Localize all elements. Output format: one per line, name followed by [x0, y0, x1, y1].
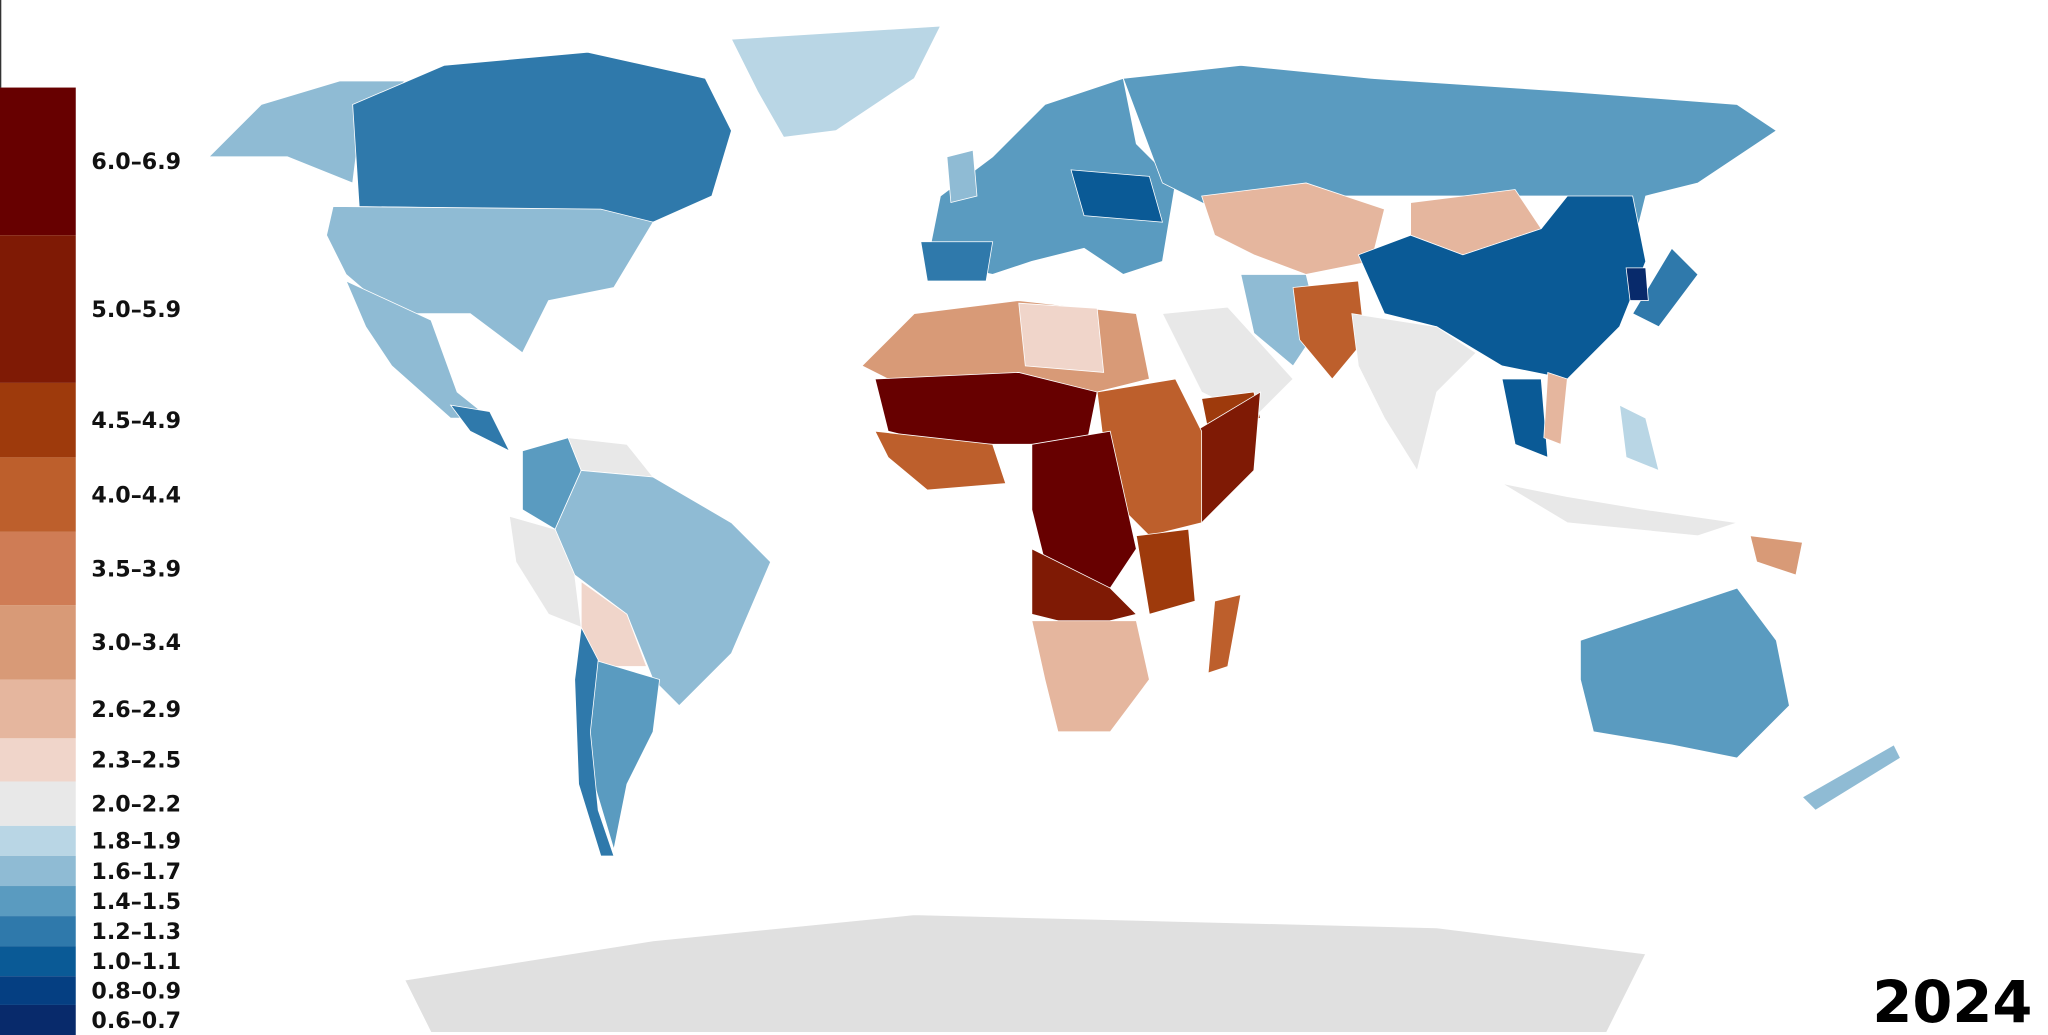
legend-label: 0.8–0.9: [91, 978, 181, 1004]
legend-label: 1.6–1.7: [91, 859, 181, 885]
indonesia: [1501, 483, 1738, 537]
antarctica: [404, 914, 1647, 1033]
legend-swatch: [0, 235, 76, 383]
legend-swatch: [0, 946, 76, 977]
afghanistan-pakistan: [1292, 280, 1366, 380]
chile: [574, 625, 615, 857]
legend-swatch: [0, 1004, 76, 1035]
south-korea: [1625, 267, 1649, 301]
west-africa: [874, 430, 1007, 491]
legend-label: 4.5–4.9: [91, 408, 181, 434]
legend-swatch: [0, 87, 76, 236]
world-map: [208, 25, 1901, 1033]
legend-label: 0.6–0.7: [91, 1008, 181, 1034]
uk: [946, 149, 978, 204]
legend-label: 1.0–1.1: [91, 949, 181, 975]
vietnam: [1543, 371, 1568, 445]
legend-label: 4.0–4.4: [91, 482, 181, 508]
madagascar: [1207, 594, 1242, 674]
bolivia: [580, 580, 648, 667]
thailand: [1501, 378, 1549, 458]
legend-swatch: [0, 886, 76, 917]
legend-label: 2.0–2.2: [91, 791, 181, 817]
legend-swatch: [0, 605, 76, 680]
legend-label: 3.0–3.4: [91, 630, 181, 656]
legend-swatch: [0, 825, 76, 856]
legend-swatch: [0, 382, 76, 458]
india: [1351, 313, 1477, 472]
legend-label: 1.2–1.3: [91, 919, 181, 945]
tanzania: [1135, 528, 1196, 615]
greenland: [730, 25, 942, 138]
australia: [1580, 587, 1790, 759]
central-america: [449, 404, 511, 452]
legend-label: 1.4–1.5: [91, 889, 181, 915]
legend-label: 2.3–2.5: [91, 748, 181, 774]
legend-swatch: [0, 679, 76, 739]
year-label: 2024: [1872, 969, 2032, 1035]
legend-swatch: [0, 738, 76, 782]
legend-label: 1.8–1.9: [91, 829, 181, 855]
philippines: [1619, 404, 1660, 472]
saudi-arabia: [1161, 306, 1294, 419]
eastern-europe: [1070, 169, 1163, 223]
usa: [326, 206, 654, 354]
new-zealand: [1801, 744, 1901, 811]
spain: [920, 241, 994, 282]
brazil: [554, 470, 772, 707]
legend-swatch: [0, 855, 76, 887]
legend-label: 5.0–5.9: [91, 297, 181, 323]
central-asia: [1201, 182, 1385, 275]
legend-swatch: [0, 976, 76, 1005]
legend-swatch: [0, 916, 76, 947]
papua-new-guinea: [1749, 535, 1803, 576]
legend-swatch: [0, 781, 76, 826]
legend-swatch: [0, 531, 76, 606]
legend-label: 6.0–6.9: [91, 149, 181, 175]
libya: [1018, 302, 1105, 373]
legend: 6.0–6.9 5.0–5.9 4.5–4.9 4.0–4.4 3.5–3.9 3.0–3…: [0, 87, 181, 1035]
south-africa: [1031, 620, 1150, 733]
legend-label: 3.5–3.9: [91, 556, 181, 582]
legend-swatch: [0, 457, 76, 532]
legend-label: 2.6–2.9: [91, 697, 181, 723]
